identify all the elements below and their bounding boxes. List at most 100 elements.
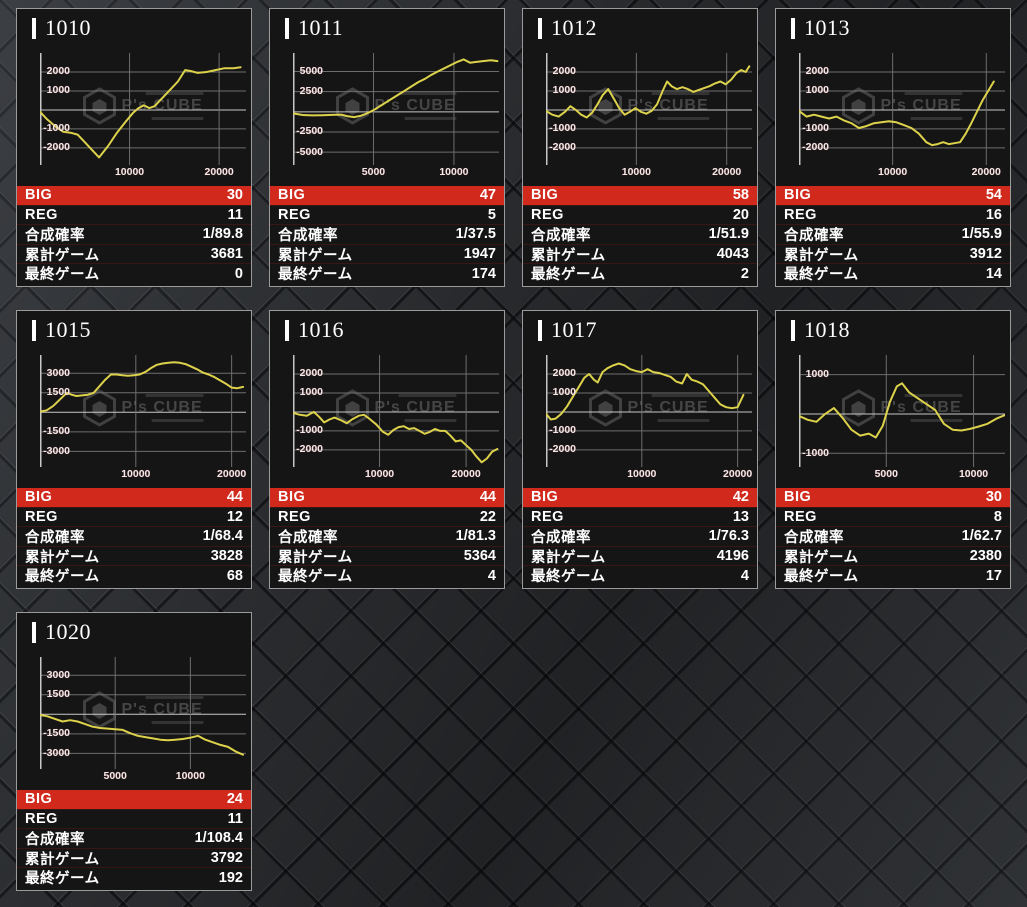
x-tick-label: 10000 <box>175 770 205 782</box>
machine-card[interactable]: 1020 P's CUBE 3000 1500 -1500 -3000 5000 100… <box>16 612 252 891</box>
y-tick-label: 1000 <box>46 84 70 97</box>
stat-label-last: 最終ゲーム <box>278 569 353 586</box>
stat-label-total: 累計ゲーム <box>784 549 859 566</box>
stat-label-big: BIG <box>278 187 306 204</box>
stat-label-reg: REG <box>278 508 311 525</box>
stat-row-big: BIG 54 <box>776 186 1010 205</box>
chart-line <box>40 361 245 413</box>
y-tick-label: 3000 <box>46 668 70 681</box>
stat-row-big: BIG 44 <box>270 488 504 507</box>
stat-value-total: 3828 <box>210 548 243 565</box>
x-tick-label: 10000 <box>439 166 469 178</box>
stat-row-rate: 合成確率 1/37.5 <box>270 224 504 244</box>
stat-value-total: 3912 <box>969 246 1002 263</box>
slump-chart: P's CUBE 1000 -1000 <box>799 355 1005 467</box>
stat-label-big: BIG <box>25 489 53 506</box>
stat-value-big: 58 <box>732 187 749 204</box>
stat-row-last: 最終ゲーム 14 <box>776 263 1010 283</box>
stat-row-big: BIG 47 <box>270 186 504 205</box>
machine-number: 1010 <box>45 15 91 40</box>
machine-card[interactable]: 1011 P's CUBE 5000 2500 -2500 -5000 5000 100… <box>269 8 505 287</box>
stat-value-last: 174 <box>471 265 496 282</box>
chart-plot <box>799 355 1005 467</box>
chart-x-axis-labels: 10000 20000 <box>799 165 1005 182</box>
stats-table: BIG 58 REG 20 合成確率 1/51.9 累計ゲーム 4043 最終ゲ… <box>523 186 757 283</box>
stat-row-total: 累計ゲーム 3912 <box>776 243 1010 264</box>
chart-line <box>40 66 242 159</box>
stat-value-reg: 13 <box>732 508 749 525</box>
stat-row-reg: REG 11 <box>17 808 251 829</box>
chart-x-axis-labels: 10000 20000 <box>546 467 752 484</box>
stat-label-rate: 合成確率 <box>531 227 591 244</box>
machine-card[interactable]: 1017 P's CUBE 2000 1000 -1000 -2000 10000 20… <box>522 310 758 589</box>
stat-row-rate: 合成確率 1/89.8 <box>17 224 251 244</box>
stat-value-rate: 1/81.3 <box>455 528 496 545</box>
machine-card[interactable]: 1016 P's CUBE 2000 1000 -1000 -2000 10000 20… <box>269 310 505 589</box>
stat-label-last: 最終ゲーム <box>278 267 353 284</box>
stat-value-big: 44 <box>479 489 496 506</box>
x-tick-label: 10000 <box>114 166 145 178</box>
slump-chart: P's CUBE 2000 1000 -1000 -2000 <box>293 355 499 467</box>
title-bar-marker <box>538 17 542 39</box>
stat-label-rate: 合成確率 <box>784 227 844 244</box>
machine-card[interactable]: 1010 P's CUBE 2000 1000 -1000 -2000 10000 20… <box>16 8 252 287</box>
y-tick-label: 1000 <box>552 386 576 399</box>
stat-row-total: 累計ゲーム 5364 <box>270 545 504 566</box>
chart-x-axis-labels: 10000 20000 <box>546 165 752 182</box>
chart-plot <box>40 355 246 467</box>
stat-label-big: BIG <box>25 791 53 808</box>
stat-label-total: 累計ゲーム <box>531 549 606 566</box>
stat-row-big: BIG 42 <box>523 488 757 507</box>
x-tick-label: 10000 <box>878 166 908 178</box>
machine-number: 1015 <box>45 317 91 342</box>
chart-plot <box>799 53 1005 165</box>
y-tick-label: 2000 <box>299 367 323 380</box>
y-tick-label: -2000 <box>802 141 829 154</box>
x-tick-label: 10000 <box>958 468 989 480</box>
y-tick-label: 3000 <box>46 366 70 379</box>
stat-value-last: 4 <box>487 567 496 584</box>
stat-row-total: 累計ゲーム 3828 <box>17 545 251 566</box>
machine-title: 1020 <box>17 613 251 651</box>
stat-label-rate: 合成確率 <box>531 529 591 546</box>
y-tick-label: -5000 <box>296 145 323 158</box>
stat-label-last: 最終ゲーム <box>25 871 100 888</box>
stat-label-last: 最終ゲーム <box>531 267 606 284</box>
stats-table: BIG 42 REG 13 合成確率 1/76.3 累計ゲーム 4196 最終ゲ… <box>523 488 757 585</box>
stat-value-reg: 11 <box>227 206 243 223</box>
stat-row-reg: REG 16 <box>776 204 1010 225</box>
stat-value-rate: 1/62.7 <box>961 528 1002 545</box>
machine-card[interactable]: 1012 P's CUBE 2000 1000 -1000 -2000 10000 20… <box>522 8 758 287</box>
stat-label-last: 最終ゲーム <box>25 569 100 586</box>
x-tick-label: 20000 <box>723 468 753 480</box>
machine-card[interactable]: 1018 P's CUBE 1000 -1000 5000 10000 BIG 30 <box>775 310 1011 589</box>
stat-value-big: 44 <box>226 489 243 506</box>
stat-row-reg: REG 20 <box>523 204 757 225</box>
chart-line <box>799 80 995 147</box>
stat-label-rate: 合成確率 <box>278 529 338 546</box>
slump-chart: P's CUBE 2000 1000 -1000 -2000 <box>546 355 752 467</box>
stat-label-big: BIG <box>25 187 53 204</box>
y-tick-label: -2000 <box>549 141 576 154</box>
y-tick-label: -2000 <box>43 141 70 154</box>
stat-row-last: 最終ゲーム 192 <box>17 867 251 887</box>
chart-x-axis-labels: 10000 20000 <box>293 467 499 484</box>
machine-card[interactable]: 1015 P's CUBE 3000 1500 -1500 -3000 10000 20… <box>16 310 252 589</box>
chart-line <box>799 382 1005 439</box>
stat-row-reg: REG 13 <box>523 506 757 527</box>
machine-number: 1013 <box>804 15 850 40</box>
machine-card[interactable]: 1013 P's CUBE 2000 1000 -1000 -2000 10000 20… <box>775 8 1011 287</box>
stat-label-total: 累計ゲーム <box>278 247 353 264</box>
stat-value-rate: 1/89.8 <box>202 226 243 243</box>
stat-row-big: BIG 44 <box>17 488 251 507</box>
stat-value-rate: 1/108.4 <box>194 830 243 847</box>
title-bar-marker <box>32 319 36 341</box>
x-tick-label: 20000 <box>451 468 481 480</box>
title-bar-marker <box>285 319 289 341</box>
stat-label-reg: REG <box>25 508 58 525</box>
chart-x-axis-labels: 5000 10000 <box>293 165 499 182</box>
chart-line <box>546 65 751 119</box>
stat-label-reg: REG <box>278 206 311 223</box>
y-tick-label: -1000 <box>43 122 70 135</box>
